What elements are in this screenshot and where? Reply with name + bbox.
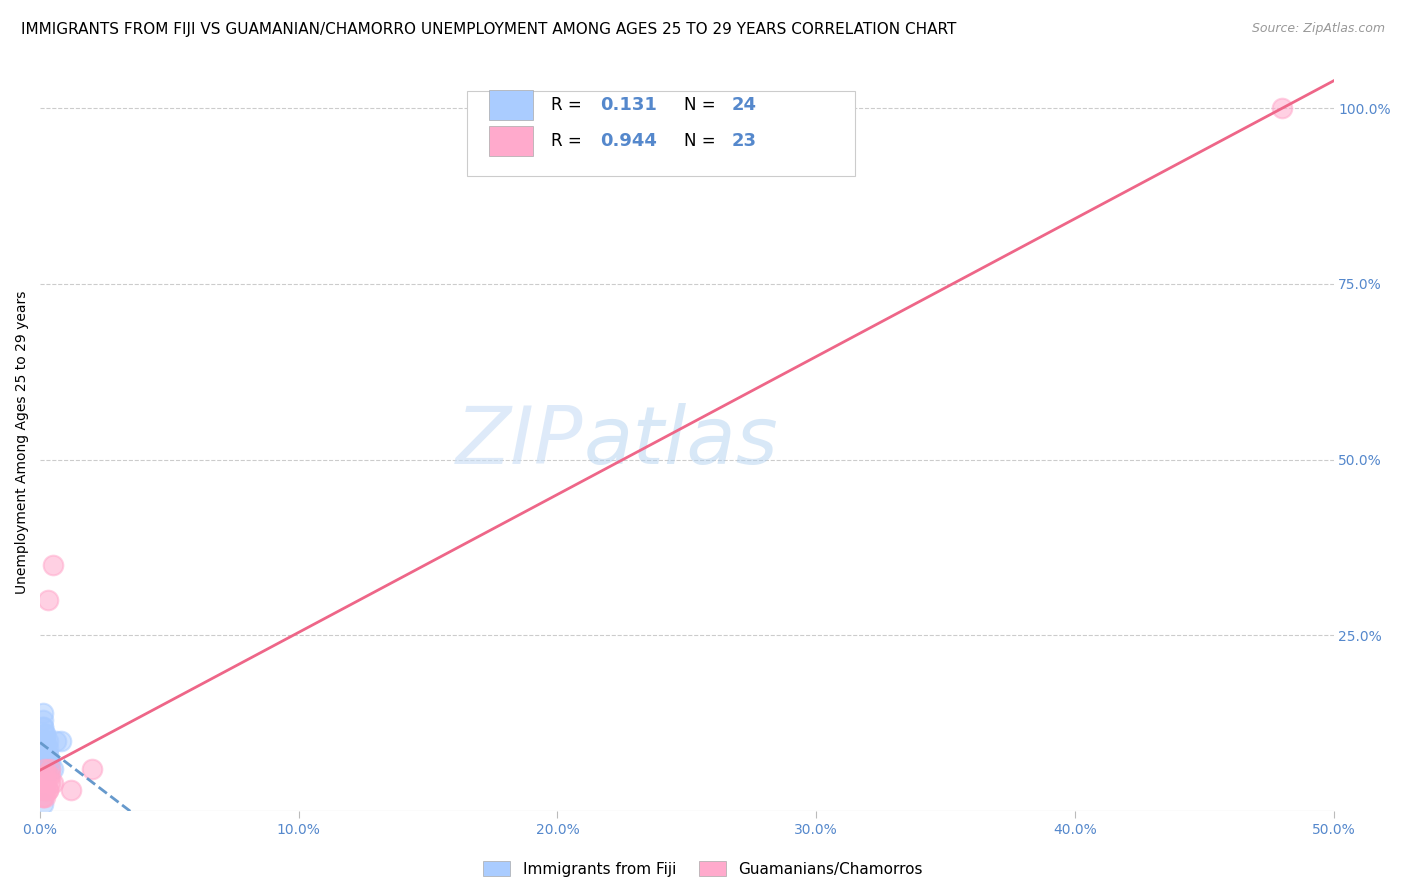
FancyBboxPatch shape [489, 126, 533, 155]
FancyBboxPatch shape [467, 92, 855, 177]
Point [34, 762, 56, 776]
Point [60, 783, 83, 797]
Point [31, 776, 53, 790]
Point [31, 720, 53, 734]
Point [49, 733, 72, 747]
Y-axis label: Unemployment Among Ages 25 to 29 years: Unemployment Among Ages 25 to 29 years [15, 290, 30, 594]
Point [37, 740, 59, 755]
Point [42, 762, 65, 776]
Point [45, 733, 67, 747]
Point [37, 755, 59, 769]
Point [42, 558, 65, 572]
Point [31, 706, 53, 720]
Text: IMMIGRANTS FROM FIJI VS GUAMANIAN/CHAMORRO UNEMPLOYMENT AMONG AGES 25 TO 29 YEAR: IMMIGRANTS FROM FIJI VS GUAMANIAN/CHAMOR… [21, 22, 956, 37]
Point [31, 769, 53, 783]
Point [31, 789, 53, 804]
Point [34, 727, 56, 741]
Point [34, 733, 56, 747]
Point [34, 776, 56, 790]
Legend: Immigrants from Fiji, Guamanians/Chamorros: Immigrants from Fiji, Guamanians/Chamorr… [475, 853, 931, 884]
Text: 0.131: 0.131 [600, 96, 657, 114]
Point [34, 740, 56, 755]
Text: Source: ZipAtlas.com: Source: ZipAtlas.com [1251, 22, 1385, 36]
Point [34, 789, 56, 804]
Point [37, 769, 59, 783]
Text: 24: 24 [733, 96, 756, 114]
Point [39, 755, 62, 769]
Point [31, 789, 53, 804]
Text: N =: N = [685, 96, 721, 114]
Point [39, 762, 62, 776]
Point [31, 740, 53, 755]
Text: 0.944: 0.944 [600, 132, 657, 150]
Point [34, 783, 56, 797]
Point [37, 755, 59, 769]
Text: R =: R = [551, 96, 588, 114]
Point [39, 762, 62, 776]
Point [39, 776, 62, 790]
Point [37, 733, 59, 747]
Point [37, 593, 59, 607]
Text: atlas: atlas [583, 403, 778, 481]
Text: 23: 23 [733, 132, 756, 150]
Point [37, 783, 59, 797]
Point [31, 783, 53, 797]
Point [31, 720, 53, 734]
Point [31, 713, 53, 727]
Text: N =: N = [685, 132, 721, 150]
Point [37, 747, 59, 762]
Text: R =: R = [551, 132, 588, 150]
Point [31, 776, 53, 790]
Text: ZIP: ZIP [456, 403, 583, 481]
Point [39, 769, 62, 783]
Point [34, 727, 56, 741]
Point [37, 783, 59, 797]
Point [80, 762, 103, 776]
Point [31, 747, 53, 762]
FancyBboxPatch shape [489, 90, 533, 120]
Point [1271, 101, 1294, 115]
Point [31, 797, 53, 811]
Point [42, 776, 65, 790]
Point [34, 769, 56, 783]
Point [34, 733, 56, 747]
Point [37, 747, 59, 762]
Point [34, 747, 56, 762]
